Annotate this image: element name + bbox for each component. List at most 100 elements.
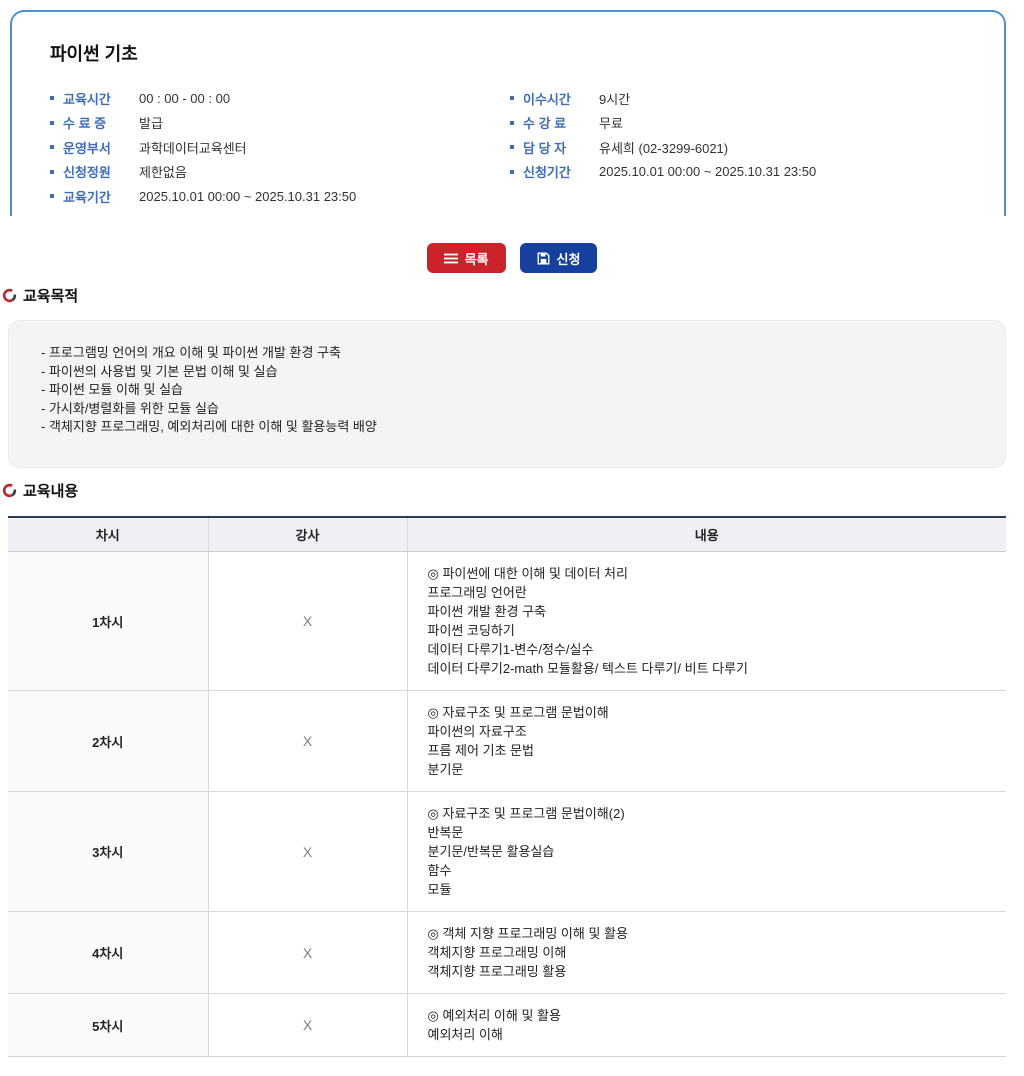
content-cell: ◎ 자료구조 및 프로그램 문법이해 파이썬의 자료구조 프름 제어 기초 문법… xyxy=(406,690,1006,792)
info-item: 운영부서 과학데이터교육센터 xyxy=(50,135,510,160)
session-cell: 5차시 xyxy=(8,993,208,1057)
bullet-icon xyxy=(50,96,54,101)
info-label: 이수시간 xyxy=(523,91,571,107)
instructor-cell: X xyxy=(207,551,407,691)
table-header-instructor: 강사 xyxy=(207,516,407,552)
content-lines: ◎ 예외처리 이해 및 활용 예외처리 이해 xyxy=(428,1006,987,1044)
purpose-line: - 프로그램밍 언어의 개요 이해 및 파이썬 개발 환경 구축 xyxy=(41,345,341,360)
list-icon xyxy=(443,253,458,264)
info-item: 교육기간 2025.10.01 00:00 ~ 2025.10.31 23:50 xyxy=(50,184,510,209)
purpose-box: - 프로그램밍 언어의 개요 이해 및 파이썬 개발 환경 구축 - 파이썬의 … xyxy=(8,320,1006,468)
instructor-cell: X xyxy=(207,911,407,994)
circular-arrow-icon xyxy=(2,288,17,303)
list-button[interactable]: 목록 xyxy=(426,243,506,273)
content-line: ◎ 자료구조 및 프로그램 문법이해 xyxy=(427,705,609,720)
info-value: 2025.10.01 00:00 ~ 2025.10.31 23:50 xyxy=(599,164,817,180)
content-line: 프름 제어 기초 문법 xyxy=(427,743,535,758)
bullet-icon xyxy=(50,120,54,125)
instructor-cell: X xyxy=(207,791,407,912)
info-value: 제한없음 xyxy=(139,165,187,181)
content-cell: ◎ 자료구조 및 프로그램 문법이해(2) 반복문 분기문/반복문 활용실습 함… xyxy=(406,791,1006,912)
purpose-section-header: 교육목적 xyxy=(2,285,1024,306)
course-info-right-column: 이수시간 9시간 수 강 료 무료 담 당 자 유세희 (02-3299-602… xyxy=(510,86,968,209)
content-line: 모듈 xyxy=(427,882,452,897)
info-value: 무료 xyxy=(599,116,623,132)
purpose-line: - 객체지향 프로그래밍, 예외처리에 대한 이해 및 활용능력 배양 xyxy=(41,419,377,434)
table-row: 1차시 X ◎ 파이썬에 대한 이해 및 데이터 처리 프로그래밍 언어란 파이… xyxy=(8,551,1006,691)
info-label: 수 료 증 xyxy=(63,116,107,132)
content-table-head: 차시 강사 내용 xyxy=(8,516,1006,552)
info-item: 담 당 자 유세희 (02-3299-6021) xyxy=(510,135,968,160)
content-line: 분기문/반복문 활용실습 xyxy=(427,844,555,859)
table-row: 3차시 X ◎ 자료구조 및 프로그램 문법이해(2) 반복문 분기문/반복문 … xyxy=(8,791,1006,912)
apply-button[interactable]: 신청 xyxy=(519,243,598,273)
content-table-body: 1차시 X ◎ 파이썬에 대한 이해 및 데이터 처리 프로그래밍 언어란 파이… xyxy=(8,551,1006,1057)
circular-arrow-icon xyxy=(2,483,17,498)
purpose-line: - 파이썬의 사용법 및 기본 문법 이해 및 실습 xyxy=(41,363,278,379)
bullet-icon xyxy=(510,145,514,150)
info-value: 발급 xyxy=(139,116,163,132)
content-table: 차시 강사 내용 1차시 X ◎ 파이썬에 대한 이해 및 데이터 처리 프로그… xyxy=(8,515,1006,1057)
table-header-session: 차시 xyxy=(8,516,208,552)
content-line: 함수 xyxy=(427,863,452,878)
content-lines: ◎ 자료구조 및 프로그램 문법이해 파이썬의 자료구조 프름 제어 기초 문법… xyxy=(428,703,987,779)
table-row: 4차시 X ◎ 객체 지향 프로그래밍 이해 및 활용 객체지향 프로그래밍 이… xyxy=(8,911,1006,994)
purpose-line: - 가시화/병렬화를 위한 모듈 실습 xyxy=(41,400,219,416)
table-row: 2차시 X ◎ 자료구조 및 프로그램 문법이해 파이썬의 자료구조 프름 제어… xyxy=(8,690,1006,792)
info-value: 유세희 (02-3299-6021) xyxy=(599,140,729,156)
info-item: 수 료 증 발급 xyxy=(50,111,510,136)
content-lines: ◎ 파이썬에 대한 이해 및 데이터 처리 프로그래밍 언어란 파이썬 개발 환… xyxy=(428,564,987,678)
info-value: 과학데이터교육센터 xyxy=(139,140,247,156)
info-item: 교육시간 00 : 00 - 00 : 00 xyxy=(50,86,510,111)
content-cell: ◎ 예외처리 이해 및 활용 예외처리 이해 xyxy=(406,993,1006,1057)
info-label: 신청기간 xyxy=(523,165,571,181)
instructor-cell: X xyxy=(207,690,407,792)
content-line: 반복문 xyxy=(427,825,464,840)
session-cell: 1차시 xyxy=(8,551,208,691)
content-section-header: 교육내용 xyxy=(2,480,1024,501)
info-label: 교육시간 xyxy=(63,91,111,107)
content-line: 데이터 다루기1-변수/정수/실수 xyxy=(427,642,594,657)
content-line: 예외처리 이해 xyxy=(427,1027,503,1042)
content-line: 파이썬 개발 환경 구축 xyxy=(427,604,546,619)
content-lines: ◎ 자료구조 및 프로그램 문법이해(2) 반복문 분기문/반복문 활용실습 함… xyxy=(428,804,987,899)
action-buttons: 목록 신청 xyxy=(0,243,1024,273)
bullet-icon xyxy=(50,145,54,150)
content-cell: ◎ 파이썬에 대한 이해 및 데이터 처리 프로그래밍 언어란 파이썬 개발 환… xyxy=(406,551,1006,691)
content-line: ◎ 예외처리 이해 및 활용 xyxy=(427,1008,561,1023)
content-line: 파이썬 코딩하기 xyxy=(427,623,515,638)
table-header-content: 내용 xyxy=(406,516,1006,552)
info-label: 운영부서 xyxy=(63,140,111,156)
session-cell: 3차시 xyxy=(8,791,208,912)
info-item: 수 강 료 무료 xyxy=(510,111,968,136)
info-label: 교육기간 xyxy=(63,189,111,205)
session-cell: 4차시 xyxy=(8,911,208,994)
info-label: 신청정원 xyxy=(63,165,111,181)
bullet-icon xyxy=(510,120,514,125)
info-value: 2025.10.01 00:00 ~ 2025.10.31 23:50 xyxy=(139,188,357,204)
course-info: 교육시간 00 : 00 - 00 : 00 수 료 증 발급 운영부서 과학데… xyxy=(50,86,968,209)
list-button-label: 목록 xyxy=(464,251,489,267)
content-cell: ◎ 객체 지향 프로그래밍 이해 및 활용 객체지향 프로그래밍 이해 객체지향… xyxy=(406,911,1006,994)
course-card: 파이썬 기초 교육시간 00 : 00 - 00 : 00 수 료 증 발급 xyxy=(10,10,1006,216)
content-line: 데이터 다루기2-math 모듈활용/ 텍스트 다루기/ 비트 다루기 xyxy=(427,661,749,676)
content-lines: ◎ 객체 지향 프로그래밍 이해 및 활용 객체지향 프로그래밍 이해 객체지향… xyxy=(428,924,987,981)
content-line: ◎ 자료구조 및 프로그램 문법이해(2) xyxy=(427,806,625,821)
content-line: ◎ 파이썬에 대한 이해 및 데이터 처리 xyxy=(427,566,628,581)
instructor-cell: X xyxy=(207,993,407,1057)
table-row: 5차시 X ◎ 예외처리 이해 및 활용 예외처리 이해 xyxy=(8,993,1006,1057)
info-value: 00 : 00 - 00 : 00 xyxy=(139,90,231,106)
bullet-icon xyxy=(510,96,514,101)
info-label: 수 강 료 xyxy=(523,116,567,132)
info-item: 신청정원 제한없음 xyxy=(50,160,510,185)
content-line: 분기문 xyxy=(427,762,464,777)
info-item: 이수시간 9시간 xyxy=(510,86,968,111)
purpose-section-title: 교육목적 xyxy=(23,288,79,305)
session-cell: 2차시 xyxy=(8,690,208,792)
course-title: 파이썬 기초 xyxy=(50,44,138,64)
content-section-title: 교육내용 xyxy=(23,482,79,500)
bullet-icon xyxy=(50,169,54,174)
save-icon xyxy=(537,252,550,265)
info-item: 신청기간 2025.10.01 00:00 ~ 2025.10.31 23:50 xyxy=(510,160,968,185)
bullet-icon xyxy=(510,169,514,174)
